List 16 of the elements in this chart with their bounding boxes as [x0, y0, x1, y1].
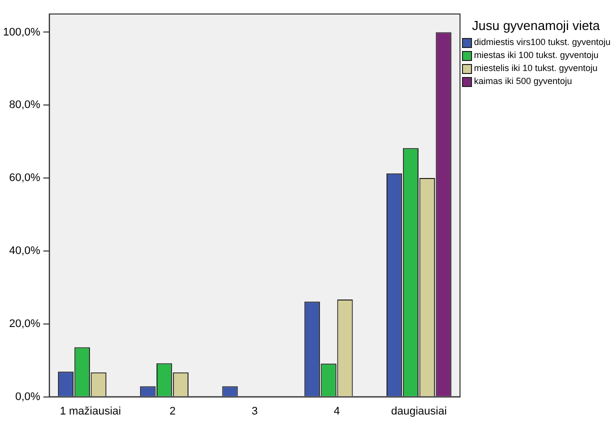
y-tick-label: 40,0% — [9, 245, 41, 258]
legend-label: miestas iki 100 tukst. gyventoju — [474, 50, 599, 60]
y-tick-label: 20,0% — [9, 318, 41, 330]
legend-title: Jusu gyvenamoji vieta — [472, 18, 601, 33]
y-tick-label: 60,0% — [9, 172, 41, 184]
x-tick-label: 2 — [169, 405, 176, 418]
legend-label: kaimas iki 500 gyventoju — [474, 76, 572, 86]
legend-label: miestelis iki 10 tukst. gyventoju — [474, 63, 598, 73]
x-tick-label: daugiausiai — [391, 405, 447, 418]
y-tick-label: 0,0% — [15, 390, 41, 403]
x-tick-label: 3 — [252, 405, 258, 418]
x-tick-label: 4 — [334, 405, 340, 418]
y-tick-label: 100,0% — [2, 26, 41, 38]
legend-label: didmiestis virs100 tukst. gyventoju — [474, 37, 611, 47]
y-tick-label: 80,0% — [9, 99, 41, 112]
x-tick-label: 1 mažiausiai — [60, 405, 121, 418]
